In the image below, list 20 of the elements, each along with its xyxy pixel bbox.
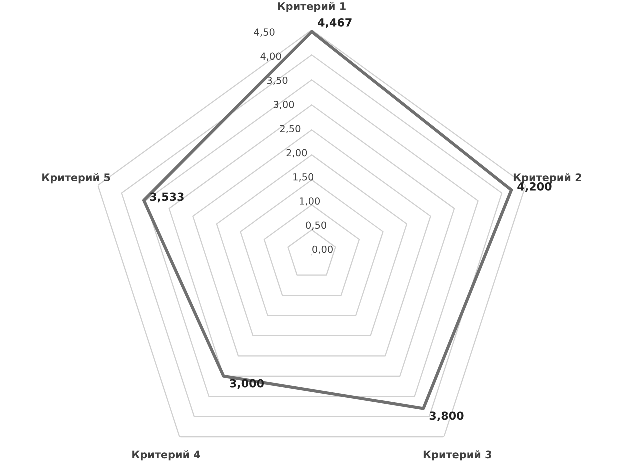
spoke-label: Критерий 5	[42, 173, 110, 184]
text: 4,200	[518, 182, 552, 192]
y-tick-label: 3,50	[267, 76, 288, 86]
text: 3,800	[430, 412, 464, 422]
spoke-label: Критерий 4	[132, 450, 200, 461]
spoke-label: Критерий 3	[424, 450, 492, 461]
y-tick-label: 4,00	[260, 52, 282, 62]
y-tick-label: 0,00	[312, 246, 333, 254]
text: 3,000	[230, 379, 264, 390]
text: 3,533	[150, 192, 184, 203]
spoke-label: Критерий 1	[278, 2, 346, 12]
y-tick-label: 4,50	[254, 28, 275, 37]
y-tick-label: 0,50	[306, 222, 326, 230]
spoke-label: Критерий 2	[514, 173, 582, 184]
y-tick-label: 2,50	[280, 125, 301, 134]
text: 4,467	[318, 18, 352, 28]
y-tick-label: 1,50	[294, 173, 314, 182]
y-tick-label: 1,00	[300, 198, 320, 206]
y-tick-label: 2,00	[286, 149, 308, 158]
y-tick-label: 3,00	[274, 101, 294, 110]
